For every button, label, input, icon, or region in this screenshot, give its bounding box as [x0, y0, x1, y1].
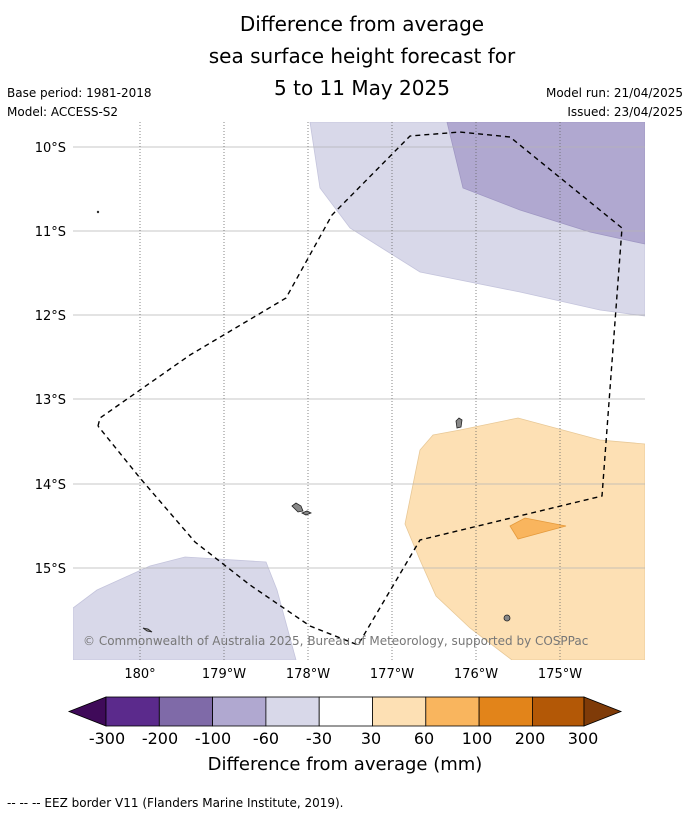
island-central-west [291, 502, 304, 513]
islands [96, 210, 511, 633]
lon-label: 180° [124, 667, 155, 682]
title-line-3: 5 to 11 May 2025 [274, 76, 450, 100]
islet-north-west [96, 210, 100, 214]
colorbar-label: -300 [89, 729, 125, 748]
anomaly-region-light-purple-southwest [73, 556, 297, 660]
islet-south-west [142, 627, 153, 633]
meta-left: Base period: 1981-2018 Model: ACCESS-S2 [7, 84, 152, 122]
colorbar-labels: -300 -200 -100 -60 -30 30 60 100 200 300 [89, 729, 598, 748]
issued-date: Issued: 23/04/2025 [567, 105, 683, 120]
colorbar-label: 300 [568, 729, 599, 748]
model-run: Model run: 21/04/2025 [545, 86, 683, 100]
colorbar-label: -200 [142, 729, 178, 748]
base-period: Base period: 1981-2018 [7, 86, 152, 100]
meta-right: Model run: 21/04/2025 Issued: 23/04/2025 [546, 84, 683, 122]
lon-label: 175°W [538, 667, 582, 682]
colorbar-label: -100 [195, 729, 231, 748]
latitude-gridlines [73, 146, 645, 569]
island-north-centre [455, 417, 463, 429]
anomaly-region-orange-patch [509, 517, 567, 540]
colorbar-segment [265, 696, 320, 727]
colorbar-label: -30 [306, 729, 332, 748]
lon-label: 177°W [370, 667, 414, 682]
eez-legend-footnote: -- -- -- EEZ border V11 (Flanders Marine… [7, 796, 344, 810]
lat-label: 15°S [35, 562, 66, 577]
lon-label: 178°W [286, 667, 330, 682]
longitude-labels: 180° 179°W 178°W 177°W 176°W 175°W [124, 667, 582, 682]
colorbar-segment [532, 696, 585, 727]
title-line-1: Difference from average [239, 12, 485, 36]
lon-label: 176°W [454, 667, 498, 682]
colorbar-segment [158, 696, 214, 727]
colorbar: -300 -200 -100 -60 -30 30 60 100 200 300… [67, 696, 623, 775]
colorbar-segment [372, 696, 427, 727]
colorbar-label: 200 [515, 729, 546, 748]
islet-central-west [301, 510, 312, 516]
lat-label: 14°S [35, 478, 66, 493]
title-line-2: sea surface height forecast for [208, 44, 516, 68]
lat-label: 10°S [35, 141, 66, 156]
island-south-east [503, 614, 511, 622]
colorbar-low-extend-arrow [67, 696, 107, 727]
lon-label: 179°W [202, 667, 246, 682]
map-plot-area: © Commonwealth of Australia 2025, Bureau… [73, 122, 645, 660]
colorbar-title: Difference from average (mm) [208, 754, 483, 775]
colorbar-label: -60 [253, 729, 279, 748]
colorbar-label: 100 [462, 729, 493, 748]
lat-label: 13°S [35, 393, 66, 408]
colorbar-segment [425, 696, 480, 727]
colorbar-label: 30 [361, 729, 381, 748]
colorbar-segment [318, 696, 373, 727]
colorbar-high-extend-arrow [583, 696, 623, 727]
colorbar-segment [478, 696, 533, 727]
model-name: Model: ACCESS-S2 [7, 105, 119, 120]
anomaly-region-light-orange-southeast [404, 417, 645, 660]
anomaly-region-purple-northeast [446, 122, 645, 245]
latitude-labels: 10°S 11°S 12°S 13°S 14°S 15°S [35, 141, 66, 577]
lat-label: 11°S [35, 225, 66, 240]
colorbar-label: 60 [414, 729, 434, 748]
colorbar-segment [212, 696, 267, 727]
copyright-credit: © Commonwealth of Australia 2025, Bureau… [83, 634, 588, 648]
lat-label: 12°S [35, 309, 66, 324]
map-title: Difference from average sea surface heig… [0, 8, 690, 104]
eez-border [97, 131, 623, 646]
colorbar-segment [105, 696, 160, 727]
